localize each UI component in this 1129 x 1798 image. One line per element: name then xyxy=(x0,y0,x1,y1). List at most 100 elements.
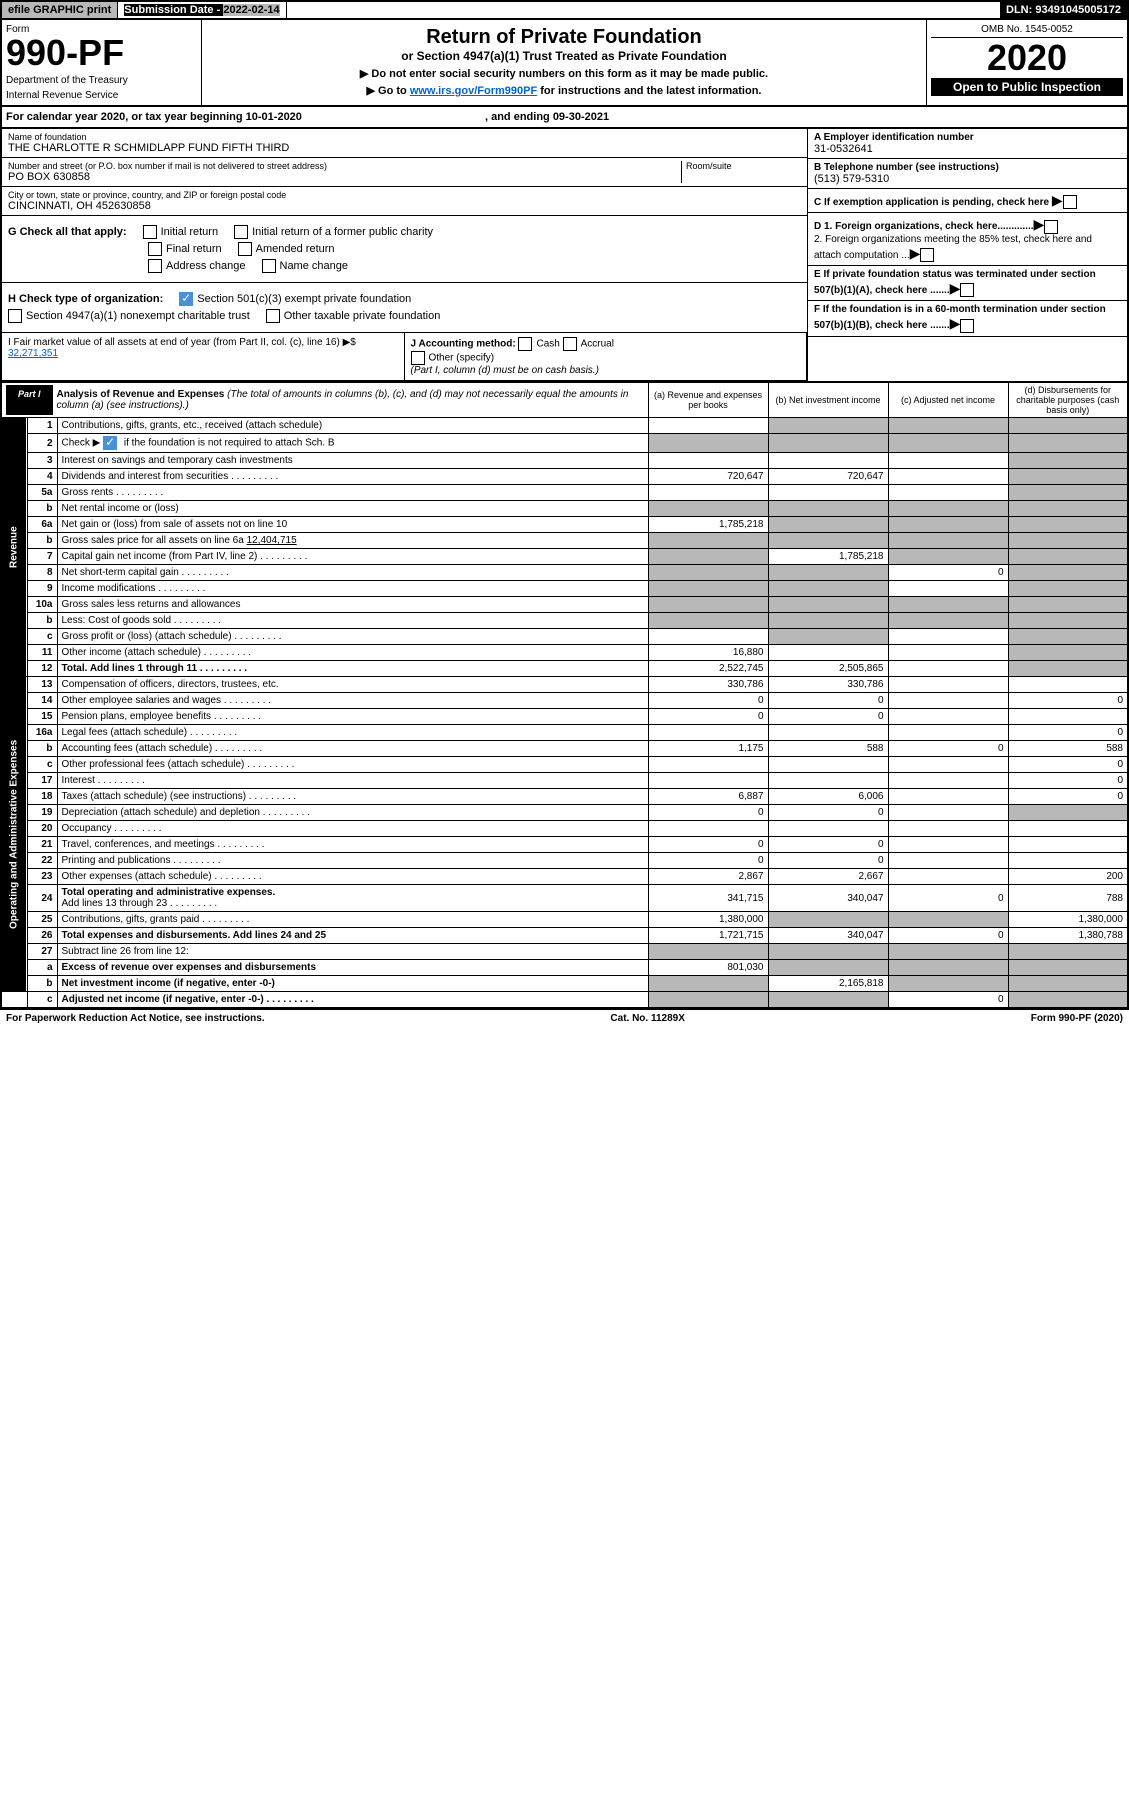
table-row: 19Depreciation (attach schedule) and dep… xyxy=(1,805,1128,821)
table-row: 14Other employee salaries and wages000 xyxy=(1,693,1128,709)
ein-label: A Employer identification number xyxy=(814,132,1121,143)
table-row: aExcess of revenue over expenses and dis… xyxy=(1,960,1128,976)
f-checkbox[interactable] xyxy=(960,319,974,333)
open-inspection: Open to Public Inspection xyxy=(931,78,1123,96)
city-label: City or town, state or province, country… xyxy=(8,190,801,200)
j-label: J Accounting method: xyxy=(411,339,516,350)
address-change-checkbox[interactable] xyxy=(148,259,162,273)
table-row: 8Net short-term capital gain0 xyxy=(1,565,1128,581)
table-row: cGross profit or (loss) (attach schedule… xyxy=(1,629,1128,645)
accrual-checkbox[interactable] xyxy=(563,337,577,351)
section-h-checks: H Check type of organization: Section 50… xyxy=(2,283,807,333)
table-row: 5aGross rents xyxy=(1,485,1128,501)
table-row: 18Taxes (attach schedule) (see instructi… xyxy=(1,789,1128,805)
page-footer: For Paperwork Reduction Act Notice, see … xyxy=(0,1009,1129,1027)
table-row: bNet investment income (if negative, ent… xyxy=(1,976,1128,992)
foundation-name: THE CHARLOTTE R SCHMIDLAPP FUND FIFTH TH… xyxy=(8,142,801,154)
c-checkbox[interactable] xyxy=(1063,195,1077,209)
col-b-header: (b) Net investment income xyxy=(768,382,888,418)
table-row: 2Check ▶ if the foundation is not requir… xyxy=(1,434,1128,453)
d2-checkbox[interactable] xyxy=(920,248,934,262)
name-change-checkbox[interactable] xyxy=(262,259,276,273)
submission-date: 2022-02-14 xyxy=(223,4,279,16)
table-row: 10aGross sales less returns and allowanc… xyxy=(1,597,1128,613)
table-row: 22Printing and publications00 xyxy=(1,853,1128,869)
part1-label: Part I xyxy=(6,385,53,415)
table-row: cAdjusted net income (if negative, enter… xyxy=(1,992,1128,1009)
table-row: bNet rental income or (loss) xyxy=(1,501,1128,517)
d1-label: D 1. Foreign organizations, check here..… xyxy=(814,221,1034,232)
g-label: G Check all that apply: xyxy=(8,226,127,238)
form-number: 990-PF xyxy=(6,35,197,71)
part1-title: Analysis of Revenue and Expenses xyxy=(57,389,225,400)
table-row: bGross sales price for all assets on lin… xyxy=(1,533,1128,549)
efile-label: efile GRAPHIC print xyxy=(2,2,118,18)
table-row: 25Contributions, gifts, grants paid1,380… xyxy=(1,912,1128,928)
city-value: CINCINNATI, OH 452630858 xyxy=(8,200,801,212)
d1-checkbox[interactable] xyxy=(1044,220,1058,234)
omb-number: OMB No. 1545-0052 xyxy=(931,24,1123,38)
revenue-label: Revenue xyxy=(1,418,27,677)
fmv-value[interactable]: 32,271,351 xyxy=(8,348,58,359)
ssn-note: ▶ Do not enter social security numbers o… xyxy=(208,67,920,80)
goto-note-2: for instructions and the latest informat… xyxy=(537,85,761,97)
amended-return-checkbox[interactable] xyxy=(238,242,252,256)
dln: DLN: 93491045005172 xyxy=(1000,2,1127,18)
other-method-checkbox[interactable] xyxy=(411,351,425,365)
i-label: I Fair market value of all assets at end… xyxy=(8,337,356,348)
form-subtitle: or Section 4947(a)(1) Trust Treated as P… xyxy=(208,49,920,63)
table-row: Revenue1Contributions, gifts, grants, et… xyxy=(1,418,1128,434)
table-row: 20Occupancy xyxy=(1,821,1128,837)
table-row: 15Pension plans, employee benefits00 xyxy=(1,709,1128,725)
initial-return-checkbox[interactable] xyxy=(143,225,157,239)
calendar-year-row: For calendar year 2020, or tax year begi… xyxy=(0,107,1129,129)
table-row: 12Total. Add lines 1 through 112,522,745… xyxy=(1,661,1128,677)
other-taxable-checkbox[interactable] xyxy=(266,309,280,323)
address: PO BOX 630858 xyxy=(8,171,681,183)
ein-value: 31-0532641 xyxy=(814,143,1121,155)
d2-label: 2. Foreign organizations meeting the 85%… xyxy=(814,234,1092,261)
col-d-header: (d) Disbursements for charitable purpose… xyxy=(1008,382,1128,418)
table-row: 11Other income (attach schedule)16,880 xyxy=(1,645,1128,661)
phone-label: B Telephone number (see instructions) xyxy=(814,162,1121,173)
h-label: H Check type of organization: xyxy=(8,293,163,305)
top-bar: efile GRAPHIC print Submission Date - 20… xyxy=(0,0,1129,20)
col-a-header: (a) Revenue and expenses per books xyxy=(648,382,768,418)
table-row: 17Interest0 xyxy=(1,773,1128,789)
cash-checkbox[interactable] xyxy=(518,337,532,351)
form-ref: Form 990-PF (2020) xyxy=(1031,1013,1123,1024)
table-row: 16aLegal fees (attach schedule)0 xyxy=(1,725,1128,741)
dept-treasury: Department of the Treasury xyxy=(6,75,197,86)
initial-former-checkbox[interactable] xyxy=(234,225,248,239)
table-row: cOther professional fees (attach schedul… xyxy=(1,757,1128,773)
expenses-label: Operating and Administrative Expenses xyxy=(1,677,27,992)
section-g-checks: G Check all that apply: Initial return I… xyxy=(2,216,807,283)
form-header: Form 990-PF Department of the Treasury I… xyxy=(0,20,1129,107)
col-c-header: (c) Adjusted net income xyxy=(888,382,1008,418)
submission-date-label: Submission Date - xyxy=(124,4,223,16)
501c3-checkbox[interactable] xyxy=(179,292,193,306)
goto-note: ▶ Go to xyxy=(367,85,410,97)
irs-link[interactable]: www.irs.gov/Form990PF xyxy=(410,85,537,97)
table-row: 6aNet gain or (loss) from sale of assets… xyxy=(1,517,1128,533)
table-row: 23Other expenses (attach schedule)2,8672… xyxy=(1,869,1128,885)
part1-table: Part I Analysis of Revenue and Expenses … xyxy=(0,381,1129,1009)
table-row: bLess: Cost of goods sold xyxy=(1,613,1128,629)
phone-value: (513) 579-5310 xyxy=(814,173,1121,185)
e-checkbox[interactable] xyxy=(960,283,974,297)
tax-year: 2020 xyxy=(931,38,1123,78)
table-row: 26Total expenses and disbursements. Add … xyxy=(1,928,1128,944)
4947-checkbox[interactable] xyxy=(8,309,22,323)
name-label: Name of foundation xyxy=(8,132,801,142)
table-row: 4Dividends and interest from securities7… xyxy=(1,469,1128,485)
final-return-checkbox[interactable] xyxy=(148,242,162,256)
irs-label: Internal Revenue Service xyxy=(6,90,197,101)
paperwork-notice: For Paperwork Reduction Act Notice, see … xyxy=(6,1013,265,1024)
table-row: 3Interest on savings and temporary cash … xyxy=(1,453,1128,469)
schb-checkbox[interactable] xyxy=(103,436,117,450)
table-row: bAccounting fees (attach schedule)1,1755… xyxy=(1,741,1128,757)
foundation-info: Name of foundation THE CHARLOTTE R SCHMI… xyxy=(0,129,1129,381)
table-row: 24Total operating and administrative exp… xyxy=(1,885,1128,912)
form-title: Return of Private Foundation xyxy=(208,26,920,49)
cat-no: Cat. No. 11289X xyxy=(610,1013,684,1024)
